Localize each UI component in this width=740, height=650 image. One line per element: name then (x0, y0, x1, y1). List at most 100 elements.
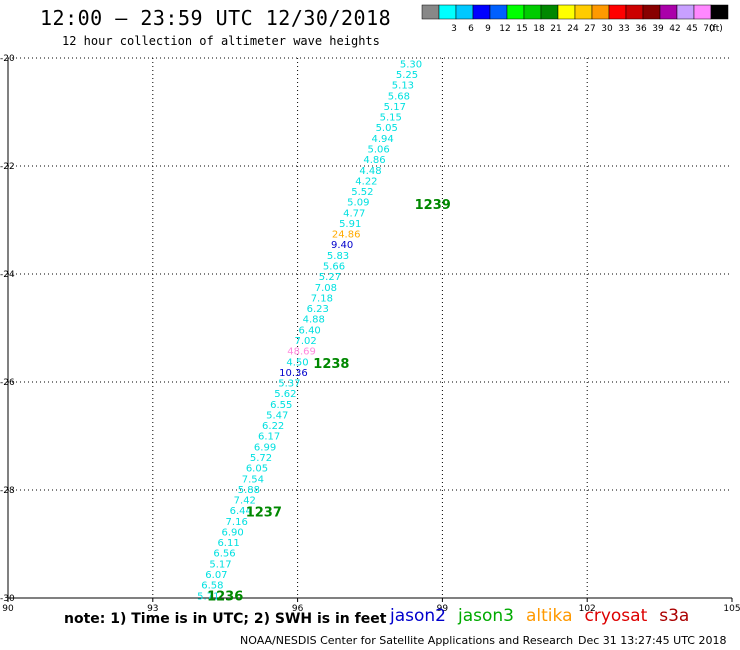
wave-height-point: 4.94 (372, 134, 394, 145)
y-tick-label: -22 (0, 162, 15, 172)
scale-label: 24 (567, 24, 579, 34)
wave-height-point: 24.86 (332, 230, 361, 241)
wave-height-point: 5.52 (351, 187, 373, 198)
wave-height-point: 5.13 (392, 81, 414, 92)
legend-altika: altika (526, 606, 573, 626)
legend-jason3: jason3 (458, 606, 514, 626)
wave-height-point: 5.25 (396, 70, 418, 81)
scale-swatch (591, 4, 610, 20)
scale-swatch (489, 4, 508, 20)
wave-height-point: 5.05 (376, 123, 398, 134)
time-label: 1239 (415, 198, 451, 213)
x-tick-label: 90 (2, 604, 14, 614)
wave-height-point: 5.72 (250, 453, 272, 464)
scale-label: 12 (499, 24, 510, 34)
wave-height-point: 4.48 (359, 166, 381, 177)
scale-label: 36 (635, 24, 647, 34)
chart-title: 12:00 – 23:59 UTC 12/30/2018 (40, 6, 392, 30)
wave-height-point: 5.17 (209, 559, 231, 570)
scale-label: 21 (550, 24, 561, 34)
wave-height-point: 7.18 (311, 293, 333, 304)
wave-height-point: 4.88 (303, 315, 325, 326)
time-label: 1237 (246, 506, 282, 521)
scale-label: 70 (703, 24, 715, 34)
time-label: 1236 (207, 589, 243, 604)
wave-height-point: 6.22 (262, 421, 284, 432)
wave-height-point: 5.15 (380, 113, 402, 124)
x-tick-label: 96 (292, 604, 304, 614)
scale-swatch (540, 4, 559, 20)
y-tick-label: -20 (0, 54, 15, 64)
wave-height-point: 5.09 (347, 198, 369, 209)
grid-lines (8, 57, 732, 599)
scale-label: 3 (451, 24, 457, 34)
scale-label: 15 (516, 24, 527, 34)
scale-swatch (523, 4, 542, 20)
scale-swatch (676, 4, 695, 20)
wave-height-point: 5.06 (367, 145, 389, 156)
wave-height-point: 5.37 (278, 379, 300, 390)
scale-swatch (455, 4, 474, 20)
wave-height-point: 5.91 (339, 219, 361, 230)
wave-height-point: 5.66 (323, 262, 345, 273)
wave-height-point: 4.50 (286, 357, 308, 368)
wave-height-point: 5.62 (274, 389, 296, 400)
scale-label: 45 (686, 24, 697, 34)
wave-height-point: 4.86 (363, 155, 385, 166)
wave-height-point: 6.90 (222, 527, 244, 538)
y-tick-label: -28 (0, 486, 15, 496)
wave-height-point: 5.17 (384, 102, 406, 113)
wave-height-point: 5.83 (327, 251, 349, 262)
scale-swatch (608, 4, 627, 20)
scale-label: 33 (618, 24, 629, 34)
wave-height-point: 4.77 (343, 208, 365, 219)
wave-height-point: 4.22 (355, 176, 377, 187)
wave-height-point: 10.36 (279, 368, 308, 379)
y-tick-label: -30 (0, 594, 15, 604)
x-tick-label: 102 (579, 604, 596, 614)
color-scale: 3 6 9 12 15 18 21 24 27 30 33 36 39 42 45 70(ft) (421, 4, 729, 34)
legend-jason2: jason2 (390, 606, 446, 626)
scale-swatch (574, 4, 593, 20)
timestamp: Dec 31 13:27:45 UTC 2018 (578, 634, 727, 647)
wave-height-point: 7.02 (294, 336, 316, 347)
y-tick-label: -24 (0, 270, 15, 280)
scale-unit: (ft) (709, 24, 723, 34)
scale-swatch (421, 4, 440, 20)
scale-swatch (625, 4, 644, 20)
wave-height-point: 7.54 (242, 474, 264, 485)
scale-swatch (642, 4, 661, 20)
scale-label: 27 (584, 24, 595, 34)
wave-height-point: 6.05 (246, 464, 268, 475)
scale-label: 39 (652, 24, 664, 34)
wave-height-point: 6.56 (213, 549, 235, 560)
scale-label: 18 (533, 24, 545, 34)
wave-height-point: 6.23 (307, 304, 329, 315)
x-tick-label: 99 (437, 604, 449, 614)
chart-subtitle: 12 hour collection of altimeter wave hei… (62, 34, 380, 48)
axes: 90 93 96 99 102 105 -20 -22 -24 -26 -28 -30 (0, 54, 740, 614)
footnote: note: 1) Time is in UTC; 2) SWH is in fe… (64, 611, 387, 627)
wave-height-point: 6.99 (254, 442, 276, 453)
scale-swatch (557, 4, 576, 20)
time-label: 1238 (313, 357, 349, 372)
scale-swatch (438, 4, 457, 20)
scale-label: 30 (601, 24, 613, 34)
wave-height-point: 6.11 (217, 538, 239, 549)
y-tick-label: -26 (0, 378, 15, 388)
x-tick-label: 93 (147, 604, 158, 614)
scale-swatch (506, 4, 525, 20)
wave-height-point: 5.47 (266, 410, 288, 421)
wave-height-point: 6.17 (258, 432, 280, 443)
scale-label: 6 (468, 24, 474, 34)
wave-height-point: 7.42 (234, 496, 256, 507)
wave-height-point: 9.40 (331, 240, 353, 251)
wave-height-point: 6.44 (230, 506, 252, 517)
wave-height-point: 5.68 (388, 91, 410, 102)
wave-height-point: 6.07 (205, 570, 227, 581)
wave-height-point: 5.30 (400, 59, 422, 70)
wave-height-point: 7.16 (226, 517, 248, 528)
time-labels: 1239 1238 1237 1236 (207, 198, 451, 604)
scale-label: 9 (485, 24, 491, 34)
